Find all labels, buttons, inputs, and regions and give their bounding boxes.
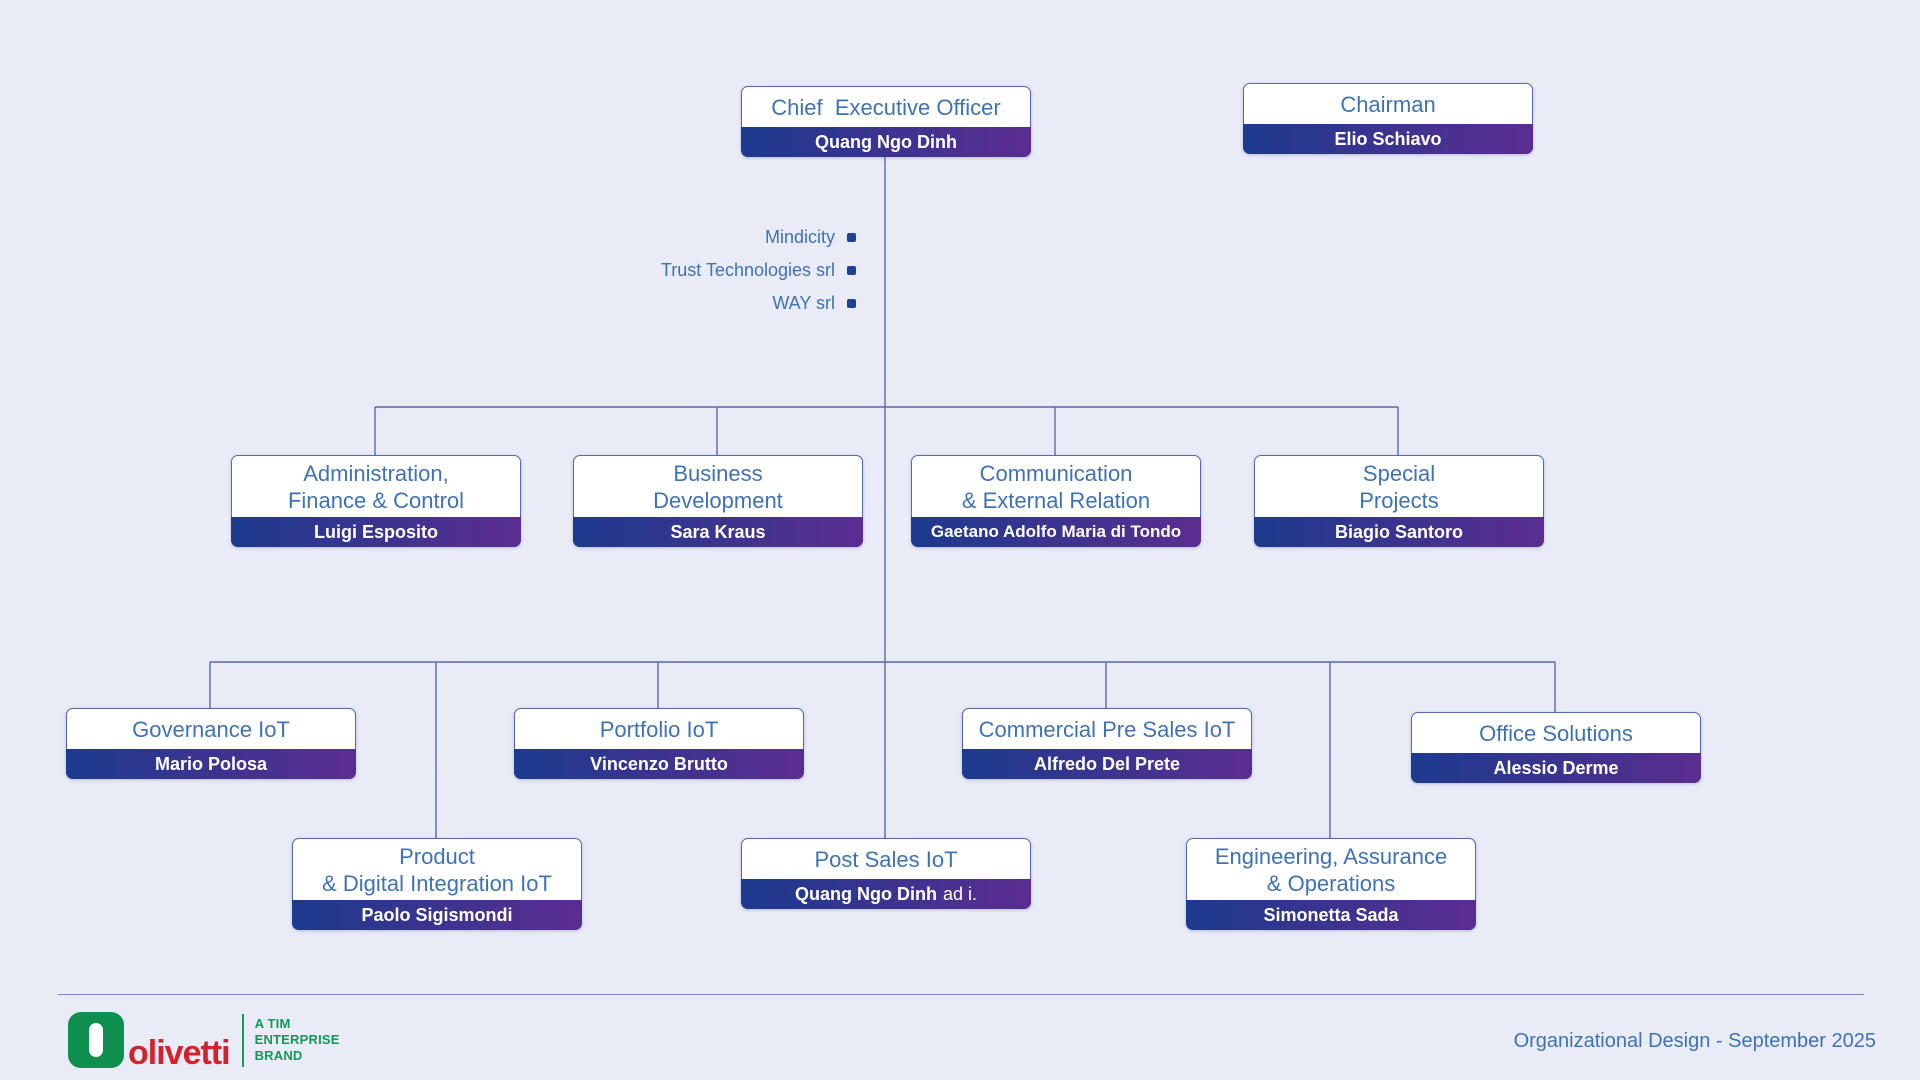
node-title: Chief Executive Officer [742, 87, 1030, 127]
node-person: Biagio Santoro [1254, 517, 1544, 547]
node-title-line2: Projects [1359, 487, 1439, 513]
subsidiary-item: WAY srl [661, 287, 856, 320]
node-person: Simonetta Sada [1186, 900, 1476, 930]
node-portfolio-iot: Portfolio IoT Vincenzo Brutto [514, 708, 804, 779]
node-title-line1: Engineering, Assurance [1214, 843, 1448, 869]
brand-line: ENTERPRISE [254, 1032, 340, 1047]
person-name: Paolo Sigismondi [361, 904, 513, 925]
person-name: Biagio Santoro [1334, 521, 1463, 542]
node-title-text: Portfolio IoT [599, 716, 719, 742]
subsidiary-label: WAY srl [772, 293, 835, 313]
bullet-square-icon [847, 233, 856, 242]
brand-line: A TIM [254, 1016, 291, 1031]
footer-divider [58, 994, 1864, 995]
node-communication-external-relation: Communication & External Relation Gaetan… [911, 455, 1201, 547]
node-office-solutions: Office Solutions Alessio Derme [1411, 712, 1701, 783]
node-title: Communication & External Relation [912, 456, 1200, 517]
node-title-line1: Administration, [303, 460, 449, 486]
tim-brand-text: A TIM ENTERPRISE BRAND [255, 1016, 340, 1064]
person-name: Vincenzo Brutto [590, 753, 728, 774]
node-title-line1: Product [399, 843, 475, 869]
person-name: Simonetta Sada [1263, 904, 1399, 925]
person-name: Quang Ngo Dinh [815, 131, 957, 152]
person-name: Luigi Esposito [314, 521, 438, 542]
person-name-suffix: ad i. [942, 883, 977, 904]
node-person: Alfredo Del Prete [962, 749, 1252, 779]
node-title: Product & Digital Integration IoT [293, 839, 581, 900]
node-title-line1: Business [673, 460, 763, 486]
node-title-line1: Special [1362, 460, 1436, 486]
node-title: Office Solutions [1412, 713, 1700, 753]
node-title: Portfolio IoT [515, 709, 803, 749]
olivetti-logo: olivetti A TIM ENTERPRISE BRAND [68, 1012, 340, 1072]
person-name: Mario Polosa [154, 753, 268, 774]
subsidiary-item: Trust Technologies srl [661, 254, 856, 287]
node-title: Governance IoT [67, 709, 355, 749]
node-person: Gaetano Adolfo Maria di Tondo [911, 517, 1201, 547]
subsidiary-label: Trust Technologies srl [660, 260, 835, 280]
node-chairman: Chairman Elio Schiavo [1243, 83, 1533, 154]
node-title-text: Office Solutions [1479, 720, 1633, 746]
node-product-digital-integration-iot: Product & Digital Integration IoT Paolo … [292, 838, 582, 930]
node-engineering-assurance-operations: Engineering, Assurance & Operations Simo… [1186, 838, 1476, 930]
node-title-text: Post Sales IoT [814, 846, 958, 872]
node-title-line2: & Operations [1266, 870, 1396, 896]
person-name: Quang Ngo Dinh [794, 883, 937, 904]
subsidiary-item: Mindicity [661, 221, 856, 254]
footer-caption: Organizational Design - September 2025 [1513, 1030, 1876, 1052]
node-business-development: Business Development Sara Kraus [573, 455, 863, 547]
node-title-text: Governance IoT [132, 716, 290, 742]
node-title-text: Commercial Pre Sales IoT [978, 716, 1236, 742]
node-title-line2: & External Relation [961, 487, 1151, 513]
logo-separator [241, 1013, 244, 1067]
node-person: Quang Ngo Dinh [741, 127, 1031, 157]
node-person: Elio Schiavo [1243, 124, 1533, 154]
node-ceo: Chief Executive Officer Quang Ngo Dinh [741, 86, 1031, 157]
node-title: Administration, Finance & Control [232, 456, 520, 517]
node-person: Vincenzo Brutto [514, 749, 804, 779]
node-title: Business Development [574, 456, 862, 517]
node-title: Commercial Pre Sales IoT [963, 709, 1251, 749]
node-title-line2: Development [653, 487, 783, 513]
olivetti-wordmark: olivetti [128, 1034, 231, 1072]
node-title-text: Chairman [1340, 91, 1436, 117]
node-title: Engineering, Assurance & Operations [1187, 839, 1475, 900]
node-person: Mario Polosa [66, 749, 356, 779]
node-title-line1: Communication [979, 460, 1133, 486]
node-person: Quang Ngo Dinh ad i. [741, 879, 1031, 909]
olivetti-o-bar [89, 1023, 103, 1057]
node-governance-iot: Governance IoT Mario Polosa [66, 708, 356, 779]
node-post-sales-iot: Post Sales IoT Quang Ngo Dinh ad i. [741, 838, 1031, 909]
node-administration-finance-control: Administration, Finance & Control Luigi … [231, 455, 521, 547]
node-title: Special Projects [1255, 456, 1543, 517]
brand-line: BRAND [254, 1048, 303, 1063]
person-name: Alfredo Del Prete [1033, 753, 1181, 774]
node-person: Paolo Sigismondi [292, 900, 582, 930]
node-person: Luigi Esposito [231, 517, 521, 547]
person-name: Alessio Derme [1493, 757, 1619, 778]
olivetti-o-icon [68, 1012, 124, 1068]
subsidiary-label: Mindicity [764, 227, 835, 247]
node-person: Alessio Derme [1411, 753, 1701, 783]
bullet-square-icon [847, 266, 856, 275]
node-person: Sara Kraus [573, 517, 863, 547]
bullet-square-icon [847, 299, 856, 308]
node-title-line2: Finance & Control [287, 487, 465, 513]
node-title: Chairman [1244, 84, 1532, 124]
person-name: Sara Kraus [670, 521, 766, 542]
node-title: Post Sales IoT [742, 839, 1030, 879]
subsidiaries-list: Mindicity Trust Technologies srl WAY srl [661, 221, 856, 320]
node-special-projects: Special Projects Biagio Santoro [1254, 455, 1544, 547]
person-name: Elio Schiavo [1334, 128, 1442, 149]
person-name: Gaetano Adolfo Maria di Tondo [930, 522, 1182, 541]
node-title-text: Chief Executive Officer [771, 94, 1001, 120]
node-commercial-pre-sales-iot: Commercial Pre Sales IoT Alfredo Del Pre… [962, 708, 1252, 779]
node-title-line2: & Digital Integration IoT [322, 870, 552, 896]
